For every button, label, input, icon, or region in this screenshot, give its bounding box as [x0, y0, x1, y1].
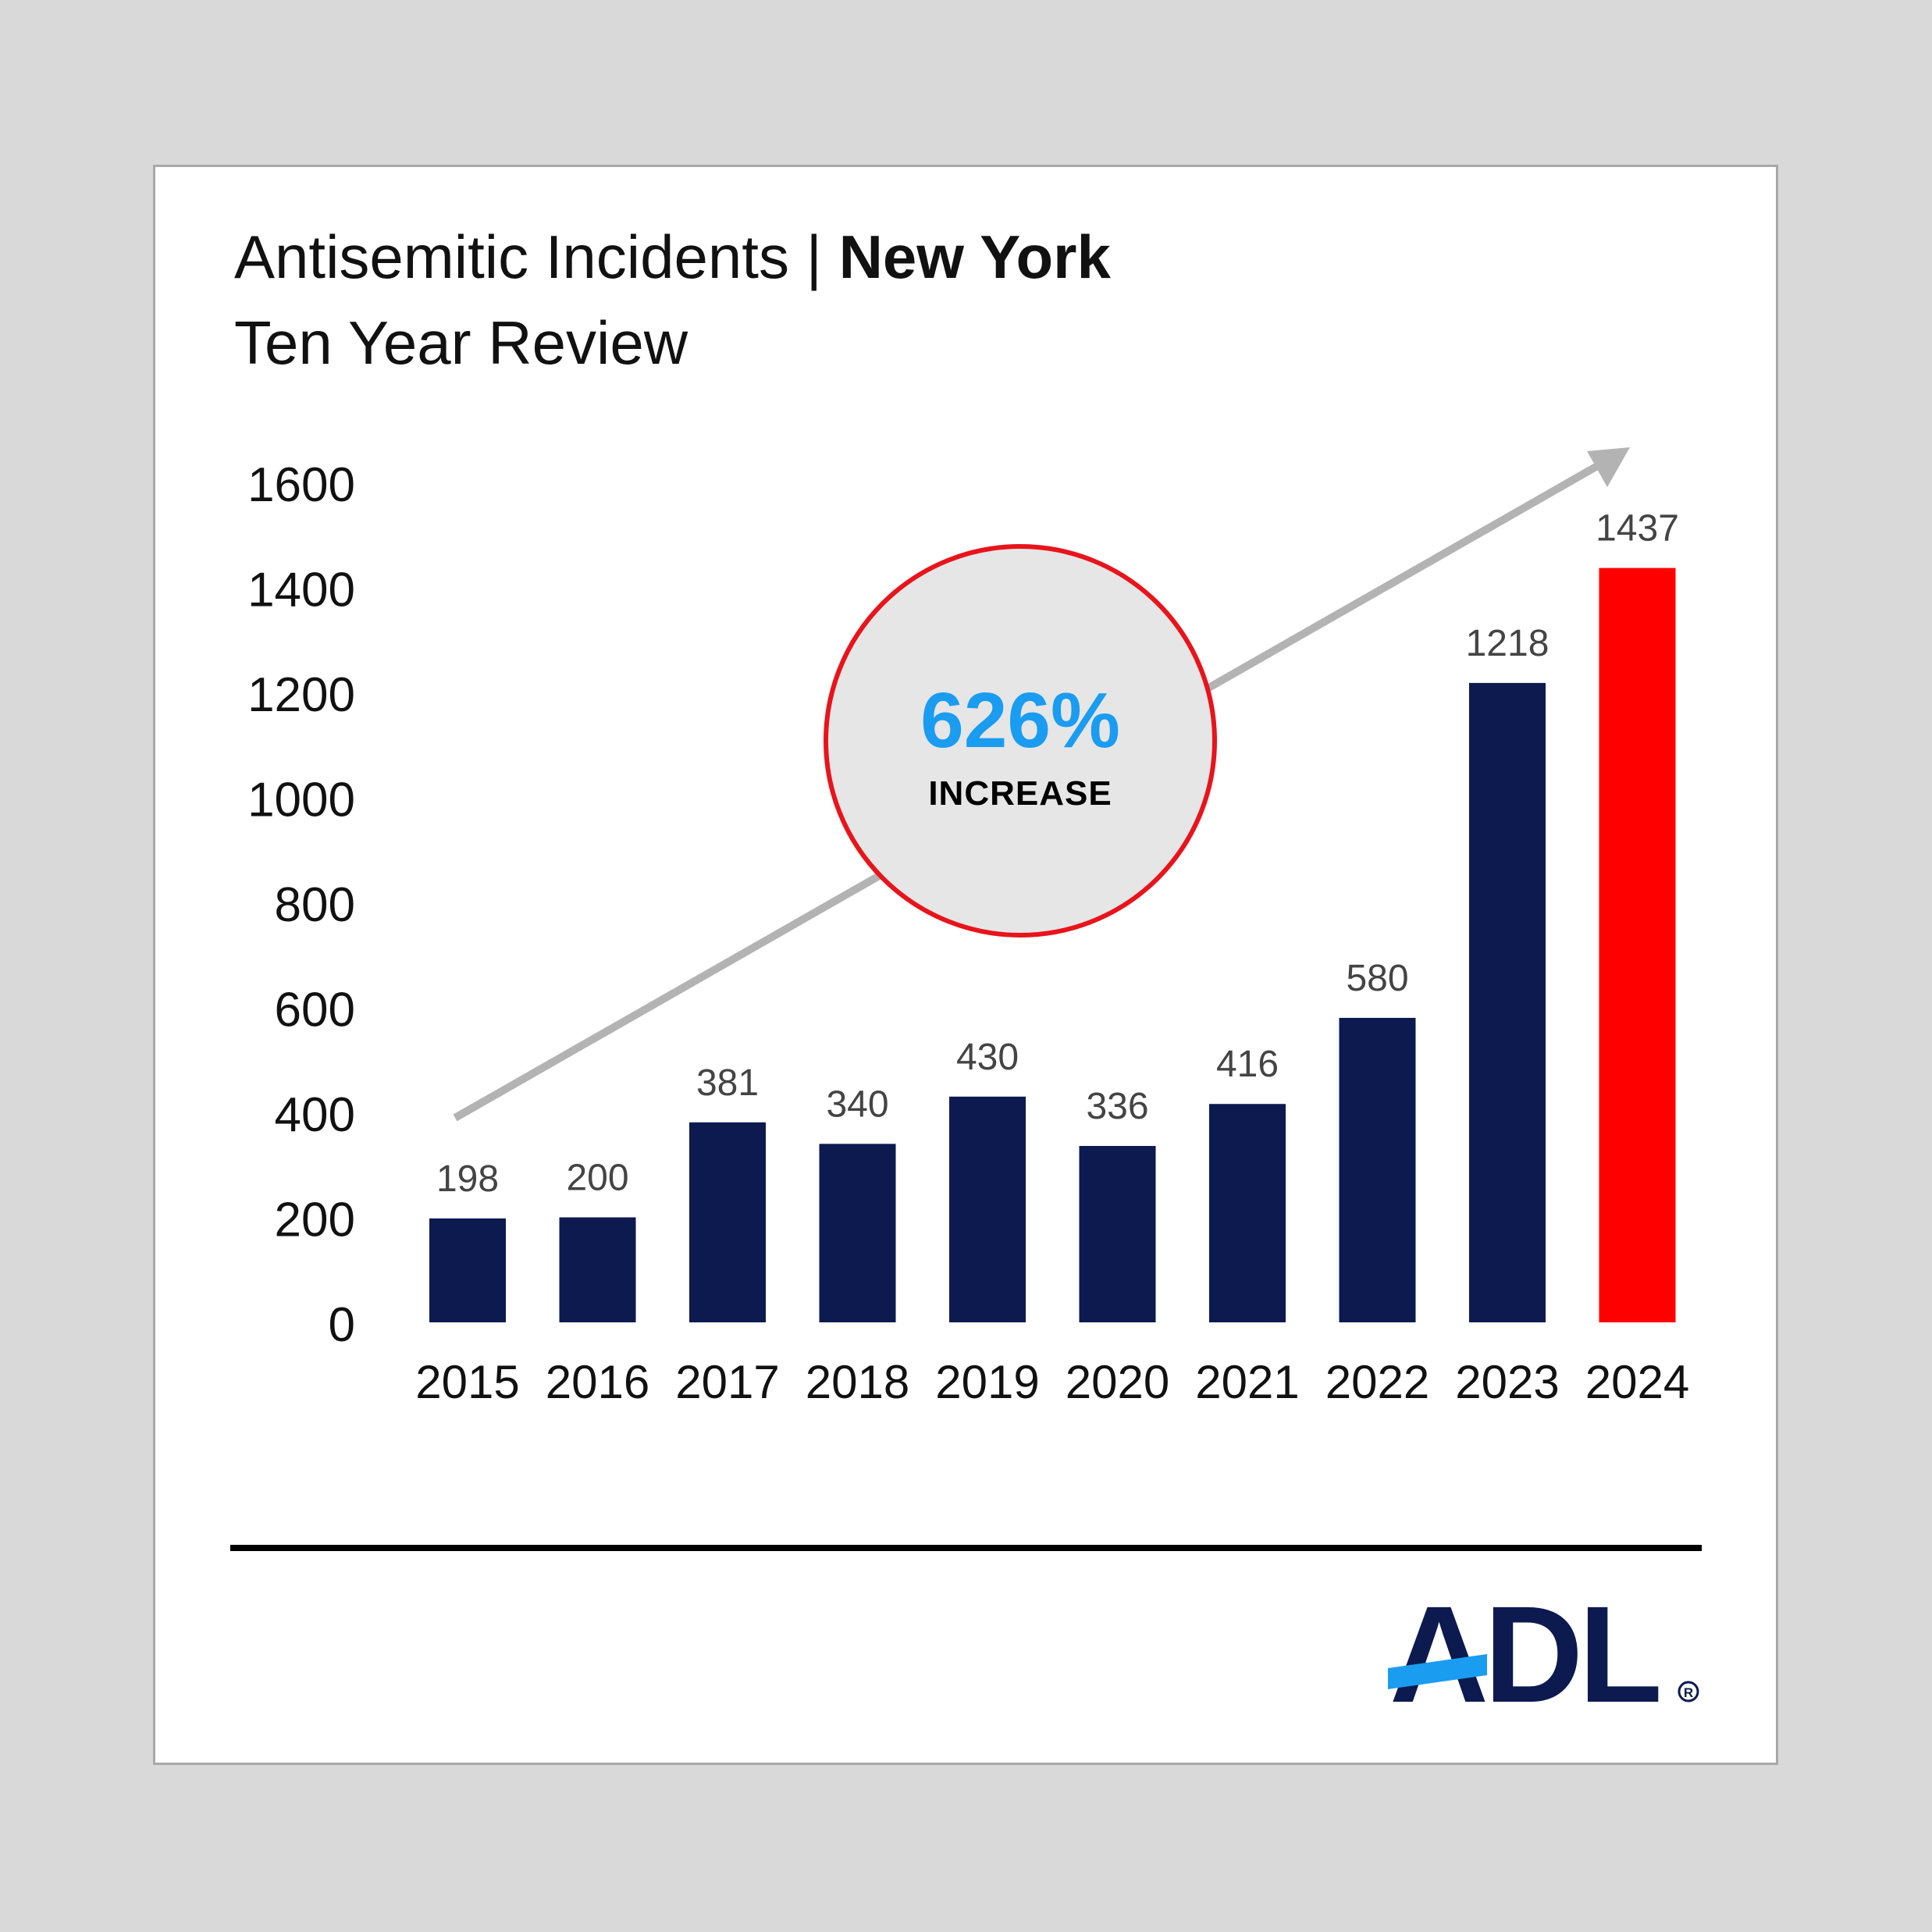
x-tick-label-2019: 2019	[935, 1356, 1039, 1408]
x-tick-label-2021: 2021	[1195, 1356, 1299, 1408]
bar-2019	[949, 1096, 1026, 1322]
bar-2022	[1339, 1017, 1416, 1322]
y-tick-label: 1600	[247, 458, 355, 512]
bar-2018	[819, 1144, 896, 1322]
x-tick-label-2020: 2020	[1066, 1356, 1169, 1408]
y-tick-label: 200	[275, 1194, 355, 1247]
data-label-2022: 580	[1346, 958, 1408, 999]
footer-divider	[230, 1545, 1702, 1551]
x-tick-label-2016: 2016	[546, 1356, 649, 1408]
title-prefix: Antisemitic Incidents |	[234, 222, 839, 291]
y-tick-label: 1400	[247, 564, 355, 617]
x-tick-label-2017: 2017	[675, 1356, 779, 1408]
bar-2015	[429, 1218, 506, 1322]
bar-2024	[1599, 568, 1676, 1322]
data-label-2015: 198	[436, 1158, 499, 1200]
adl-logo: ADL R	[1388, 1589, 1699, 1713]
chart-subtitle: Ten Year Review	[234, 308, 688, 377]
x-tick-label-2022: 2022	[1325, 1356, 1429, 1408]
logo-accent-stripe	[1388, 1654, 1487, 1689]
callout-label: INCREASE	[928, 774, 1112, 813]
trend-arrow-head-icon	[1587, 447, 1630, 487]
chart-title: Antisemitic Incidents | New York	[234, 226, 1111, 287]
y-tick-label: 800	[275, 878, 355, 932]
x-tick-label-2023: 2023	[1455, 1356, 1559, 1408]
bar-2023	[1469, 682, 1546, 1322]
x-tick-label-2024: 2024	[1585, 1356, 1689, 1408]
data-label-2018: 340	[826, 1083, 888, 1125]
bar-2017	[689, 1122, 766, 1322]
data-label-2023: 1218	[1466, 623, 1550, 664]
bar-2016	[559, 1217, 636, 1322]
title-location: New York	[838, 222, 1111, 291]
y-tick-label: 400	[275, 1088, 355, 1142]
x-tick-label-2015: 2015	[415, 1356, 519, 1408]
y-tick-label: 600	[275, 984, 355, 1037]
callout-circle	[824, 544, 1217, 938]
registered-mark-icon	[1678, 1681, 1699, 1703]
data-label-2019: 430	[956, 1037, 1019, 1078]
callout-value: 626%	[920, 677, 1120, 764]
data-label-2016: 200	[566, 1158, 628, 1199]
logo-text: ADL	[1389, 1589, 1659, 1713]
bar-2021	[1209, 1104, 1286, 1322]
data-label-2021: 416	[1216, 1044, 1279, 1085]
bar-2020	[1079, 1146, 1156, 1322]
data-label-2024: 1437	[1596, 508, 1679, 550]
x-tick-label-2018: 2018	[806, 1356, 909, 1408]
data-label-2020: 336	[1086, 1086, 1148, 1127]
y-tick-label: 1000	[247, 774, 355, 827]
registered-mark: R	[1684, 1685, 1693, 1700]
y-tick-label: 1200	[247, 668, 355, 722]
data-label-2017: 381	[696, 1062, 759, 1104]
y-tick-label: 0	[329, 1298, 355, 1352]
